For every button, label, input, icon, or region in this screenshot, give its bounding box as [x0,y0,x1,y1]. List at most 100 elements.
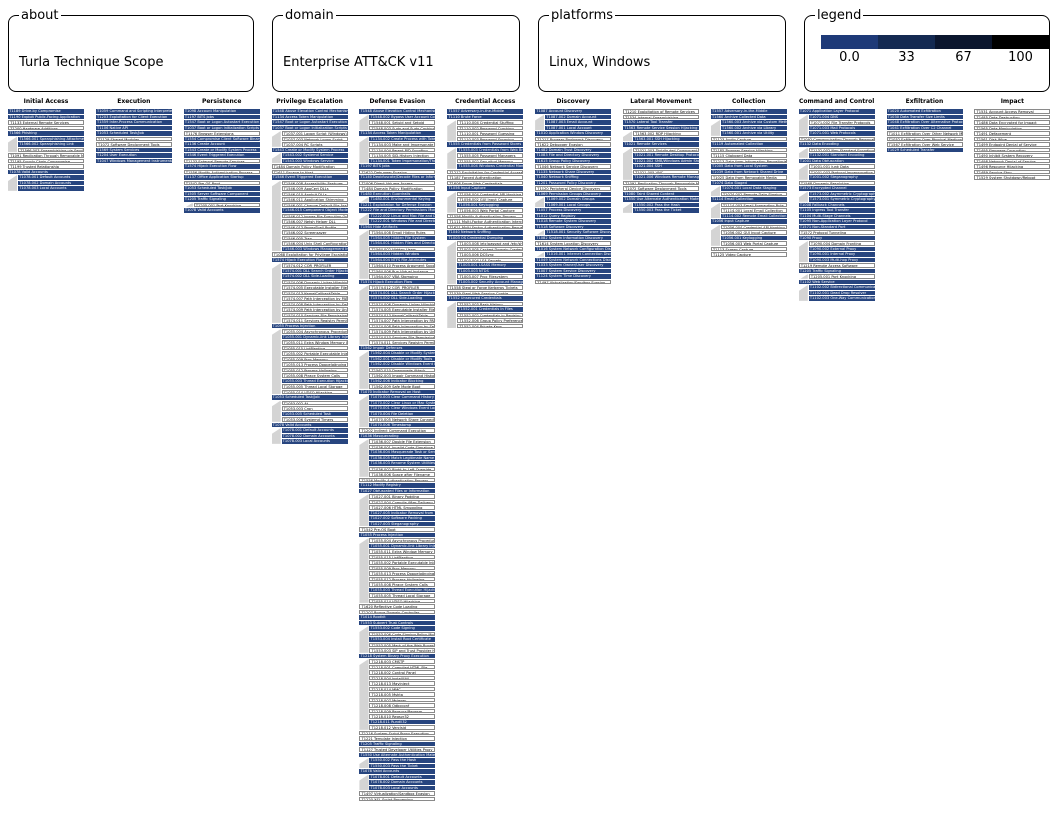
technique-cell[interactable]: T1105 Ingress Tool Transfer [798,208,875,213]
technique-cell[interactable]: T1203 Exploitation for Client Execution [95,114,172,120]
technique-cell[interactable]: T1078 Valid Accounts [8,169,84,175]
subtechnique-cell[interactable]: T1574.005 Executable Installer File Perm… [281,285,348,290]
technique-cell[interactable]: T1018 Remote System Discovery [535,219,612,224]
technique-cell[interactable]: T1125 Video Capture [710,252,787,257]
subtechnique-cell[interactable]: T1055.008 Ptrace System Calls [369,582,436,587]
subtechnique-cell[interactable]: T1078.002 Domain Accounts [369,780,436,785]
subtechnique-cell[interactable]: T1480.001 Environmental Keying [369,197,436,202]
technique-cell[interactable]: T1102 Web Service [798,279,875,285]
subtechnique-cell[interactable]: T1560.002 Archive via Library [720,125,787,131]
technique-cell[interactable]: T1189 Drive-by Compromise [8,109,84,114]
subtechnique-cell[interactable]: T1090.003 Multi-hop Proxy [808,257,875,263]
subtechnique-cell[interactable]: T1056.002 GUI Input Capture [720,230,787,235]
technique-cell[interactable]: T1133 External Remote Services [183,158,260,164]
technique-cell[interactable]: T1008 Fallback Channels [798,202,875,208]
subtechnique-cell[interactable]: T1102.003 One-Way Communication [808,296,875,301]
subtechnique-cell[interactable]: T1055.009 Proc Memory [369,565,436,571]
technique-cell[interactable]: T1039 Data from Network Shared Drive [710,169,787,175]
subtechnique-cell[interactable]: T1003.006 DCSync [457,252,524,257]
technique-cell[interactable]: T1068 Exploitation for Privilege Escalat… [271,252,348,257]
technique-cell[interactable]: T1205 Traffic Signaling [183,197,260,202]
technique-cell[interactable]: T1041 Exfiltration Over C2 Channel [886,125,963,131]
technique-cell[interactable]: T1003 OS Credential Dumping [447,235,524,241]
subtechnique-cell[interactable]: T1027.005 Indicator Removal from Tools [369,510,436,516]
subtechnique-cell[interactable]: T1574.002 DLL Side-Loading [369,296,436,301]
technique-cell[interactable]: T1011 Exfiltration Over Other Network Me… [886,131,963,136]
subtechnique-cell[interactable]: T1552.004 Private Keys [457,323,524,329]
subtechnique-cell[interactable]: T1078.002 Domain Accounts [281,433,348,439]
technique-cell[interactable]: T1560 Archive Collected Data [710,114,787,120]
technique-cell[interactable]: T1498 Network Denial of Service [974,158,1051,164]
subtechnique-cell[interactable]: T1027.003 Steganography [369,521,436,527]
technique-cell[interactable]: T1564 Hide Artifacts [359,224,436,230]
technique-cell[interactable]: T1052 Exfiltration Over Physical Medium [886,136,963,142]
technique-cell[interactable]: T1082 System Information Discovery [535,235,612,241]
technique-cell[interactable]: T1202 Indirect Command Execution [359,428,436,433]
subtechnique-cell[interactable]: T1087.002 Domain Account [545,114,612,120]
subtechnique-cell[interactable]: T1553.003 SIP and Trust Provider Hijacki… [369,648,436,653]
subtechnique-cell[interactable]: T1027.001 Binary Padding [369,494,436,499]
technique-cell[interactable]: T1115 Clipboard Data [710,153,787,158]
technique-cell[interactable]: T1113 Screen Capture [710,246,787,252]
technique-cell[interactable]: T1053 Scheduled Task/Job [95,131,172,136]
subtechnique-cell[interactable]: T1550.003 Pass the Ticket [369,763,436,769]
technique-cell[interactable]: T1048 Exfiltration Over Alternative Prot… [886,120,963,125]
technique-cell[interactable]: T1124 System Time Discovery [535,274,612,279]
technique-cell[interactable]: T1218 System Binary Proxy Execution [359,653,436,659]
technique-cell[interactable]: T1220 XSL Script Processing [359,796,436,802]
subtechnique-cell[interactable]: T1021.002 SMB/Windows Admin Shares [632,158,699,164]
technique-cell[interactable]: T1056 Input Capture [710,219,787,224]
technique-cell[interactable]: T1033 System Owner/User Discovery [535,263,612,268]
subtechnique-cell[interactable]: T1550.003 Pass the Ticket [632,208,699,213]
technique-cell[interactable]: T1185 Browser Session Hijacking [710,147,787,153]
subtechnique-cell[interactable]: T1037.003 Network Logon Script [281,136,348,142]
subtechnique-cell[interactable]: T1564.001 Hidden Files and Directories [369,241,436,246]
technique-cell[interactable]: T1078 Valid Accounts [183,208,260,213]
subtechnique-cell[interactable]: T1205.001 Port Knocking [193,202,260,208]
subtechnique-cell[interactable]: T1134.001 Token Impersonation/Theft [369,158,436,164]
technique-cell[interactable]: T1083 File and Directory Discovery [535,153,612,158]
subtechnique-cell[interactable]: T1574.008 Path Interception by Search Or… [281,301,348,307]
technique-cell[interactable]: T1127 Trusted Developer Utilities Proxy … [359,747,436,752]
technique-cell[interactable]: T1490 Inhibit System Recovery [974,153,1051,158]
technique-cell[interactable]: T1006 Direct Volume Access [359,180,436,186]
subtechnique-cell[interactable]: T1087.003 Email Account [545,120,612,125]
subtechnique-cell[interactable]: T1218.001 Compiled HTML File [369,664,436,670]
technique-cell[interactable]: T1137 Office Application Startup [183,175,260,180]
subtechnique-cell[interactable]: T1546.005 Trap [281,235,348,241]
subtechnique-cell[interactable]: T1218.013 Mavinject [369,681,436,686]
technique-cell[interactable]: T1217 Browser Bookmark Discovery [535,136,612,142]
technique-cell[interactable]: T1480 Execution Guardrails [359,191,436,197]
technique-cell[interactable]: T1505 Server Software Component [183,191,260,197]
technique-cell[interactable]: T1486 Data Encrypted for Impact [974,120,1051,125]
technique-cell[interactable]: T1055 Process Injection [271,323,348,329]
technique-cell[interactable]: T1212 Exploitation for Credential Access [447,169,524,175]
subtechnique-cell[interactable]: T1546.012 Image File Execution Options I… [281,213,348,219]
technique-cell[interactable]: T1110 Brute Force [447,114,524,120]
technique-cell[interactable]: T1622 Debugger Evasion [359,169,436,175]
subtechnique-cell[interactable]: T1090.004 Domain Fronting [808,241,875,246]
subtechnique-cell[interactable]: T1055.003 Thread Execution Hijacking [369,587,436,593]
subtechnique-cell[interactable]: T1574.008 Path Interception by Search Or… [369,323,436,329]
technique-cell[interactable]: T1176 Browser Extensions [183,131,260,136]
technique-cell[interactable]: T1542 Pre-OS Boot [359,527,436,532]
technique-cell[interactable]: T1219 Remote Access Software [798,263,875,268]
subtechnique-cell[interactable]: T1553.002 Code Signing [369,626,436,631]
subtechnique-cell[interactable]: T1555.004 Windows Credential Manager [457,164,524,169]
technique-cell[interactable]: T1087 Account Discovery [535,109,612,114]
subtechnique-cell[interactable]: T1078.001 Default Accounts [369,774,436,780]
subtechnique-cell[interactable]: T1574.006 Dynamic Linker Hijacking [281,279,348,285]
subtechnique-cell[interactable]: T1550.002 Pass the Hash [369,758,436,763]
subtechnique-cell[interactable]: T1548.003 Sudo and Sudo Caching [369,125,436,131]
subtechnique-cell[interactable]: T1218.007 Msiexec [369,697,436,703]
subtechnique-cell[interactable]: T1055.005 Thread Local Storage [369,593,436,598]
subtechnique-cell[interactable]: T1055.012 Process Hollowing [369,576,436,582]
subtechnique-cell[interactable]: T1546.004 Unix Shell Configuration Modif… [281,241,348,246]
technique-cell[interactable]: T1021 Remote Services [622,142,699,147]
subtechnique-cell[interactable]: T1518.001 Security Software Discovery [545,230,612,235]
subtechnique-cell[interactable]: T1087.001 Local Account [545,125,612,131]
subtechnique-cell[interactable]: T1218.008 Odbcconf [369,703,436,708]
technique-cell[interactable]: T1574 Hijack Execution Flow [183,164,260,169]
subtechnique-cell[interactable]: T1564.003 Hidden Window [369,252,436,257]
technique-cell[interactable]: T1136 Create Account [183,142,260,147]
